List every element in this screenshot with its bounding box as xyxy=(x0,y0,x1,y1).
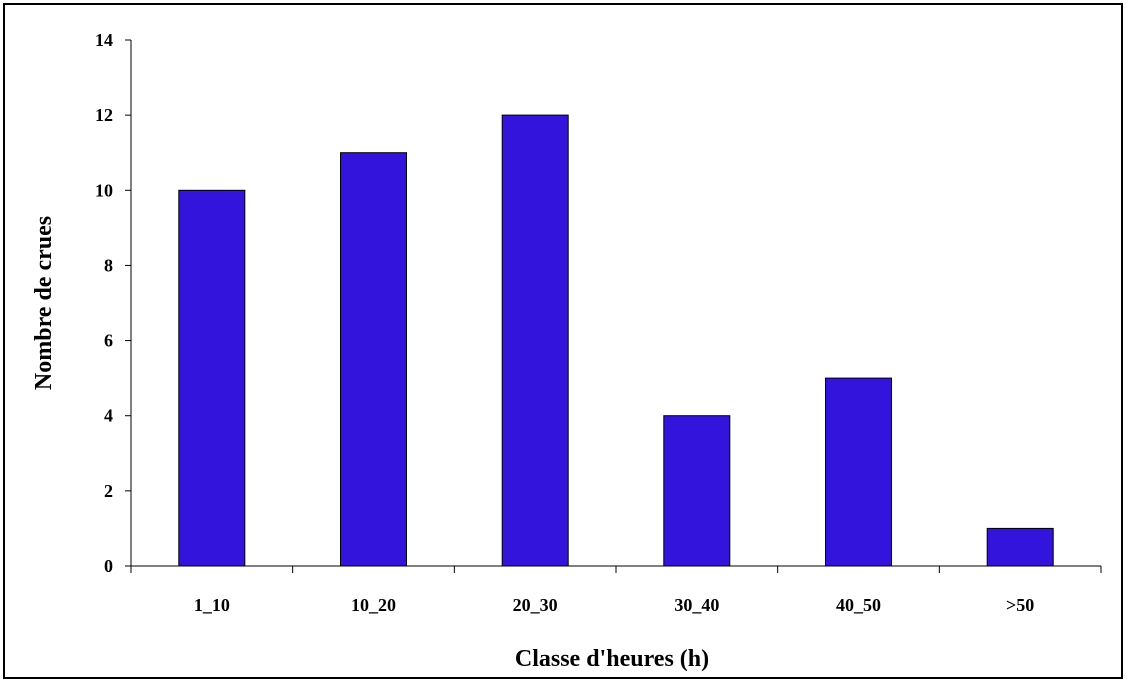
y-axis-title: Nombre de crues xyxy=(31,216,57,390)
bar-30_40 xyxy=(663,415,731,567)
x-tick-label: >50 xyxy=(1006,595,1034,615)
y-tick-label: 14 xyxy=(95,30,113,50)
bar-1_10 xyxy=(178,189,246,567)
axes-group xyxy=(130,40,1101,567)
y-tick-label: 0 xyxy=(104,556,113,576)
y-tick-label: 8 xyxy=(104,255,113,275)
y-tick-label: 6 xyxy=(104,331,113,351)
y-ticks-group: 0 2 4 6 8 10 12 14 xyxy=(95,30,131,576)
bar-40_50 xyxy=(825,377,892,567)
x-tick-label: 10_20 xyxy=(351,595,396,615)
x-ticks-group: 1_10 10_20 20_30 30_40 40_50 >50 xyxy=(130,566,1102,615)
y-tick-label: 12 xyxy=(95,105,113,125)
bar-10_20 xyxy=(340,152,407,567)
bar-20_30 xyxy=(501,114,569,567)
x-tick-label: 20_30 xyxy=(513,595,558,615)
bar->50 xyxy=(986,527,1054,567)
y-tick-label: 4 xyxy=(104,406,113,426)
bars-group xyxy=(178,114,1054,567)
x-tick-label: 40_50 xyxy=(836,595,881,615)
y-tick-label: 2 xyxy=(104,481,113,501)
x-axis-title: Classe d'heures (h) xyxy=(515,646,709,672)
x-tick-label: 30_40 xyxy=(674,595,719,615)
y-tick-label: 10 xyxy=(95,180,113,200)
x-tick-label: 1_10 xyxy=(194,595,230,615)
